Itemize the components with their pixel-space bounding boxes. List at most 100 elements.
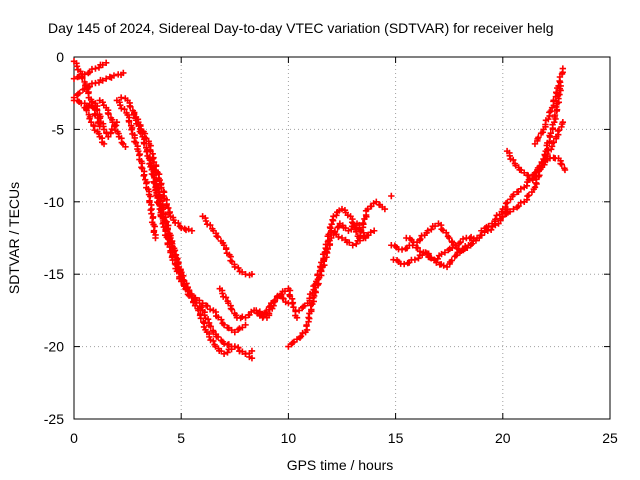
data-trace	[191, 296, 205, 311]
data-point	[441, 249, 449, 256]
x-tick-label: 10	[281, 430, 297, 446]
data-trace	[515, 164, 525, 174]
data-point	[122, 143, 129, 150]
data-trace	[445, 244, 456, 254]
data-trace	[524, 171, 534, 183]
data-trace	[402, 242, 413, 252]
data-trace	[74, 97, 85, 107]
data-point	[220, 350, 228, 358]
data-trace	[306, 281, 318, 304]
series-track-l	[199, 213, 256, 279]
data-trace	[212, 230, 227, 247]
data-trace	[367, 200, 377, 210]
data-trace	[85, 80, 96, 91]
data-trace	[428, 222, 439, 233]
data-trace	[157, 180, 174, 217]
data-trace	[215, 345, 225, 355]
data-trace	[224, 341, 235, 350]
data-point	[338, 205, 346, 213]
data-trace	[253, 309, 264, 319]
plot-frame	[73, 56, 611, 420]
y-tick-label: -10	[44, 194, 64, 210]
data-point	[253, 307, 260, 314]
data-trace	[73, 60, 82, 73]
data-trace	[481, 222, 492, 232]
data-trace	[541, 156, 551, 168]
data-trace	[363, 229, 374, 239]
data-trace	[375, 201, 386, 211]
data-trace	[303, 294, 317, 334]
data-point	[561, 166, 569, 174]
data-point	[559, 65, 567, 72]
data-trace	[286, 287, 299, 319]
data-point	[328, 227, 335, 234]
series-track-x	[531, 65, 567, 148]
x-tick-label: 5	[177, 430, 185, 446]
data-trace	[413, 244, 424, 255]
data-point	[231, 263, 238, 271]
data-point	[411, 256, 419, 263]
data-trace	[132, 113, 145, 137]
data-trace	[342, 236, 353, 246]
data-trace	[404, 256, 415, 267]
data-point	[476, 234, 483, 242]
series-track-g	[117, 94, 196, 234]
series-track-h	[113, 97, 159, 242]
data-trace	[153, 186, 167, 225]
data-trace	[477, 229, 488, 239]
data-trace	[83, 102, 94, 122]
data-trace	[554, 120, 566, 138]
series-track-r	[388, 192, 395, 200]
data-point	[231, 328, 238, 336]
data-trace	[245, 308, 255, 319]
data-trace	[85, 65, 96, 77]
data-point	[400, 260, 408, 268]
data-point	[293, 314, 301, 321]
data-trace	[205, 330, 218, 348]
data-trace	[542, 108, 554, 130]
data-point	[510, 205, 517, 213]
data-trace	[446, 252, 460, 268]
data-point	[422, 249, 429, 256]
data-point	[248, 271, 256, 278]
data-trace	[234, 324, 246, 333]
series-track-t	[390, 234, 483, 271]
data-point	[102, 59, 110, 66]
data-point	[330, 213, 337, 220]
data-trace	[73, 86, 87, 99]
data-point	[220, 321, 228, 329]
series-track-y	[503, 147, 569, 184]
y-axis-label: SDTVAR / TECUs	[6, 182, 22, 294]
data-trace	[356, 207, 370, 239]
data-trace	[103, 129, 110, 137]
x-tick-label: 0	[70, 430, 78, 446]
chart-title: Day 145 of 2024, Sidereal Day-to-day VTE…	[48, 20, 554, 36]
data-point	[559, 118, 567, 126]
data-trace	[455, 235, 467, 247]
data-trace	[212, 308, 226, 327]
data-trace	[224, 345, 235, 356]
data-point	[199, 299, 206, 307]
data-trace	[523, 185, 538, 204]
data-trace	[406, 235, 417, 246]
data-point	[102, 75, 110, 82]
data-point	[195, 307, 202, 314]
data-trace	[296, 329, 306, 341]
data-trace	[169, 214, 184, 230]
data-point	[446, 234, 453, 242]
x-tick-label: 20	[495, 430, 511, 446]
data-point	[467, 242, 474, 249]
data-point	[338, 234, 346, 242]
data-trace	[256, 308, 267, 320]
data-point	[531, 184, 539, 191]
data-trace	[333, 207, 343, 219]
data-point	[321, 249, 329, 256]
data-trace	[125, 114, 141, 153]
data-trace	[104, 106, 116, 124]
data-point	[456, 249, 464, 256]
x-axis-label: GPS time / hours	[287, 457, 394, 473]
data-trace	[550, 154, 559, 162]
data-point	[100, 140, 108, 148]
data-trace	[202, 302, 214, 313]
data-trace	[416, 229, 430, 244]
